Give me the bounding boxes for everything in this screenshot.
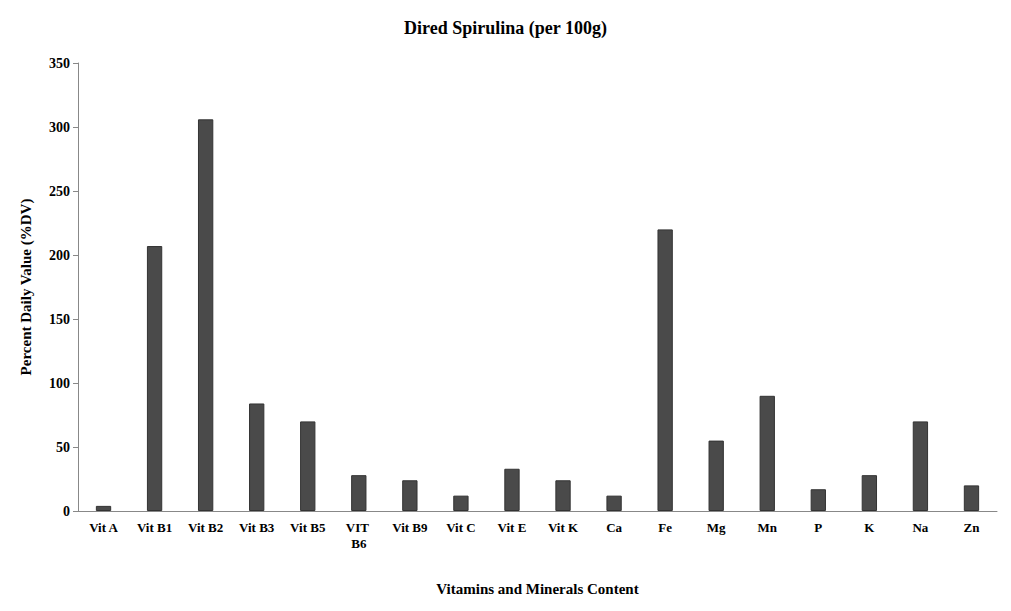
svg-text:200: 200 — [49, 248, 70, 263]
svg-text:0: 0 — [63, 504, 70, 519]
svg-text:Mg: Mg — [707, 520, 726, 535]
svg-text:150: 150 — [49, 312, 70, 327]
svg-text:Vit B2: Vit B2 — [188, 520, 223, 535]
svg-text:Percent Daily Value (%DV): Percent Daily Value (%DV) — [18, 199, 35, 376]
svg-text:Vit B5: Vit B5 — [290, 520, 326, 535]
svg-text:Vit E: Vit E — [498, 520, 527, 535]
svg-text:P: P — [814, 520, 822, 535]
svg-text:B6: B6 — [351, 536, 367, 551]
svg-text:Vit B3: Vit B3 — [239, 520, 275, 535]
svg-text:50: 50 — [56, 440, 70, 455]
svg-text:Vitamins and Minerals Content: Vitamins and Minerals Content — [436, 581, 638, 597]
svg-text:Mn: Mn — [758, 520, 778, 535]
svg-text:Vit C: Vit C — [446, 520, 476, 535]
svg-text:Vit B1: Vit B1 — [137, 520, 172, 535]
svg-text:Ca: Ca — [606, 520, 622, 535]
svg-text:Vit B9: Vit B9 — [392, 520, 428, 535]
svg-text:Vit K: Vit K — [548, 520, 579, 535]
svg-text:Vit A: Vit A — [89, 520, 118, 535]
svg-text:100: 100 — [49, 376, 70, 391]
svg-text:250: 250 — [49, 184, 70, 199]
svg-text:Dired Spirulina (per 100g): Dired Spirulina (per 100g) — [404, 18, 607, 39]
svg-text:Zn: Zn — [964, 520, 981, 535]
svg-text:Na: Na — [912, 520, 928, 535]
svg-text:VIT: VIT — [346, 520, 372, 535]
svg-text:Fe: Fe — [658, 520, 672, 535]
svg-text:300: 300 — [49, 120, 70, 135]
svg-text:K: K — [864, 520, 875, 535]
svg-text:350: 350 — [49, 56, 70, 71]
